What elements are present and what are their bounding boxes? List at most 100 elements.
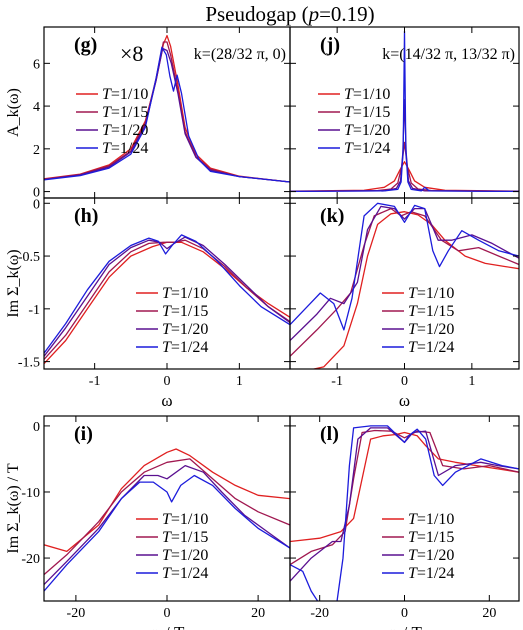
series-group-i <box>44 448 290 592</box>
legend-label-i-0-part: =1/10 <box>171 511 208 528</box>
series-group-j <box>290 30 519 193</box>
legend-label-l-1-part: =1/15 <box>417 529 454 546</box>
legend-label-j-1: T=1/15 <box>344 104 390 121</box>
legend-label-k-2-part: T <box>408 321 418 338</box>
legend-label-l-0-part: =1/10 <box>417 511 454 528</box>
figure-title-part-2: p <box>307 2 320 26</box>
legend-label-i-1: T=1/15 <box>162 529 208 546</box>
series-line-l-0 <box>290 431 519 543</box>
xlabel-l: ω / T <box>387 623 422 630</box>
ylabel-g: A_k(ω) <box>5 88 22 137</box>
legend-label-k-3-part: =1/24 <box>417 339 454 356</box>
xtick-label-h-0: -1 <box>89 374 101 389</box>
legend-label-g-1: T=1/15 <box>102 104 148 121</box>
xtick-label-l-0: -20 <box>310 606 329 621</box>
ytick-label-h-0: 0 <box>33 197 40 212</box>
ylabel-i: Im Σ_k(ω) / T <box>5 463 22 553</box>
series-line-j-0 <box>290 161 519 192</box>
legend-label-j-3: T=1/24 <box>344 140 390 157</box>
momentum-label-g: k=(28/32 π, 0) <box>194 46 286 63</box>
legend-label-l-2-part: T <box>408 547 418 564</box>
figure-title-part-3: =0.19) <box>319 2 375 26</box>
series-line-k-0 <box>311 211 519 369</box>
ytick-label-i-2: -20 <box>21 552 40 567</box>
xlabel-i: ω / T <box>150 623 185 630</box>
xtick-label-l-1: 0 <box>401 606 408 621</box>
xtick-label-k-2: 1 <box>468 374 475 389</box>
legend-label-l-3-part: T <box>408 565 418 582</box>
legend-label-j-0-part: =1/10 <box>353 86 390 103</box>
series-line-h-3 <box>44 234 290 354</box>
legend-label-i-2: T=1/20 <box>162 547 208 564</box>
xlabel-h: ω <box>161 391 172 410</box>
legend-label-g-2: T=1/20 <box>102 122 148 139</box>
series-line-j-1 <box>290 141 519 193</box>
legend-label-k-3: T=1/24 <box>408 339 454 356</box>
legend-label-h-0-part: T <box>162 285 172 302</box>
legend-label-j-0-part: T <box>344 86 354 103</box>
legend-label-j-2-part: T <box>344 122 354 139</box>
legend-label-h-1: T=1/15 <box>162 303 208 320</box>
legend-label-g-3-part: =1/24 <box>111 140 148 157</box>
ytick-label-g-0: 0 <box>33 186 40 201</box>
legend-label-g-3-part: T <box>102 140 112 157</box>
legend-label-i-2-part: T <box>162 547 172 564</box>
legend-label-h-2-part: T <box>162 321 172 338</box>
legend-label-h-0-part: =1/10 <box>171 285 208 302</box>
panel-label-l: (l) <box>320 423 339 445</box>
legend-label-j-0: T=1/10 <box>344 86 390 103</box>
series-line-l-3 <box>290 425 519 601</box>
legend-label-k-3-part: T <box>408 339 418 356</box>
panel-i: -20 0 200-10-20(i)T=1/10T=1/15T=1/20T=1/24… <box>5 415 291 630</box>
legend-label-k-1-part: T <box>408 303 418 320</box>
legend-label-h-3-part: =1/24 <box>171 339 208 356</box>
panel-label-i: (i) <box>74 423 93 445</box>
figure-title-part-1: Pseudogap ( <box>205 2 308 26</box>
legend-label-j-2: T=1/20 <box>344 122 390 139</box>
ytick-label-g-3: 6 <box>33 57 40 72</box>
ytick-label-h-3: -1.5 <box>18 356 40 371</box>
series-line-h-1 <box>44 239 290 360</box>
legend-label-h-1-part: T <box>162 303 172 320</box>
xtick-label-k-1: 0 <box>401 374 408 389</box>
legend-label-i-2-part: =1/20 <box>171 547 208 564</box>
series-line-k-1 <box>290 207 519 357</box>
ytick-label-i-0: 0 <box>33 420 40 435</box>
xlabel-k: ω <box>399 391 410 410</box>
legend-label-h-2-part: =1/20 <box>171 321 208 338</box>
legend-label-j-1-part: =1/15 <box>353 104 390 121</box>
series-line-l-1 <box>290 429 519 566</box>
series-line-k-3 <box>290 202 519 331</box>
legend-label-h-1-part: =1/15 <box>171 303 208 320</box>
series-group-k <box>290 202 519 369</box>
series-line-i-3 <box>44 474 290 592</box>
xtick-label-k-0: -1 <box>331 374 343 389</box>
series-line-g-1 <box>44 41 290 183</box>
xtick-label-h-2: 1 <box>236 374 243 389</box>
legend-label-g-2-part: T <box>102 122 112 139</box>
legend-label-g-0-part: T <box>102 86 112 103</box>
panel-j: (j) k=(14/32 π, 13/32 π)T=1/10T=1/15T=1/2… <box>289 26 520 199</box>
momentum-label-j: k=(14/32 π, 13/32 π) <box>382 46 515 63</box>
legend-label-h-3: T=1/24 <box>162 339 208 356</box>
panel-h: -1 0 10-0.5-1-1.5(h)T=1/10T=1/15T=1/20T=1/… <box>5 197 291 410</box>
series-line-g-2 <box>44 47 290 183</box>
panel-label-g: (g) <box>74 34 97 56</box>
ylabel-h: Im Σ_k(ω) <box>5 249 22 317</box>
legend-label-j-3-part: =1/24 <box>353 140 390 157</box>
legend-label-g-2-part: =1/20 <box>111 122 148 139</box>
panel-label-j: (j) <box>320 34 340 56</box>
legend-label-k-1-part: =1/15 <box>417 303 454 320</box>
series-line-i-1 <box>44 458 290 576</box>
xtick-label-i-2: 20 <box>251 606 265 621</box>
series-line-i-0 <box>44 448 290 553</box>
legend-label-i-3-part: =1/24 <box>171 565 208 582</box>
series-line-g-3 <box>44 46 290 183</box>
legend-label-i-1-part: T <box>162 529 172 546</box>
legend-label-l-3: T=1/24 <box>408 565 454 582</box>
legend-label-k-0: T=1/10 <box>408 285 454 302</box>
legend-label-l-0-part: T <box>408 511 418 528</box>
ytick-label-g-1: 2 <box>33 143 40 158</box>
